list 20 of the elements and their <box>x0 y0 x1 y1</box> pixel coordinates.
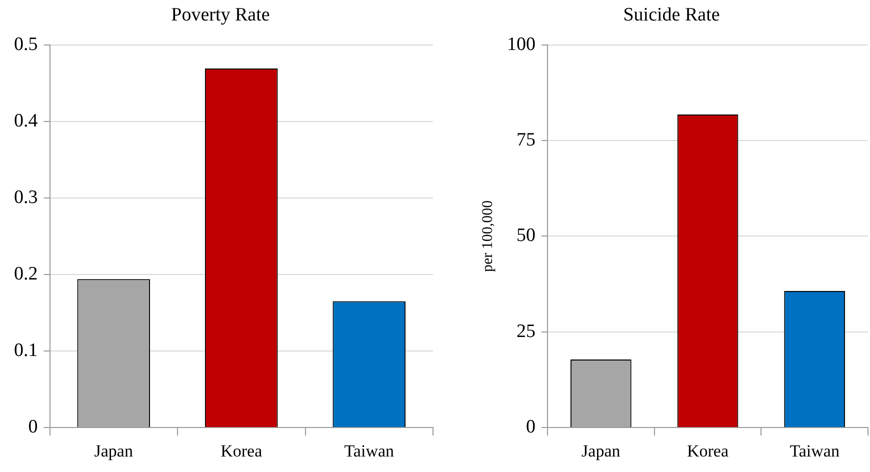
chart-title: Poverty Rate <box>171 4 270 26</box>
y-tick-label: 75 <box>516 129 536 150</box>
y-tick-label: 0 <box>526 416 536 438</box>
chart-title: Suicide Rate <box>623 4 720 26</box>
x-tick-label: Japan <box>94 441 134 460</box>
y-tick-label: 100 <box>507 34 536 55</box>
x-tick-label: Taiwan <box>344 441 395 460</box>
y-tick-label: 0.4 <box>14 110 38 132</box>
y-tick-label: 0 <box>28 416 38 438</box>
y-tick-label: 0.5 <box>14 34 38 55</box>
y-tick-label: 0.3 <box>14 186 38 208</box>
y-tick-label: 50 <box>516 225 536 246</box>
y-axis-title: per 100,000 <box>480 200 496 272</box>
x-tick-label: Korea <box>220 441 263 460</box>
x-tick-label: Japan <box>582 441 621 460</box>
x-tick-label: Taiwan <box>790 441 840 460</box>
x-tick-label: Korea <box>686 441 729 460</box>
y-tick-label: 0.2 <box>14 263 38 284</box>
y-tick-label: 0.1 <box>14 340 38 362</box>
y-tick-label: 25 <box>516 320 536 342</box>
